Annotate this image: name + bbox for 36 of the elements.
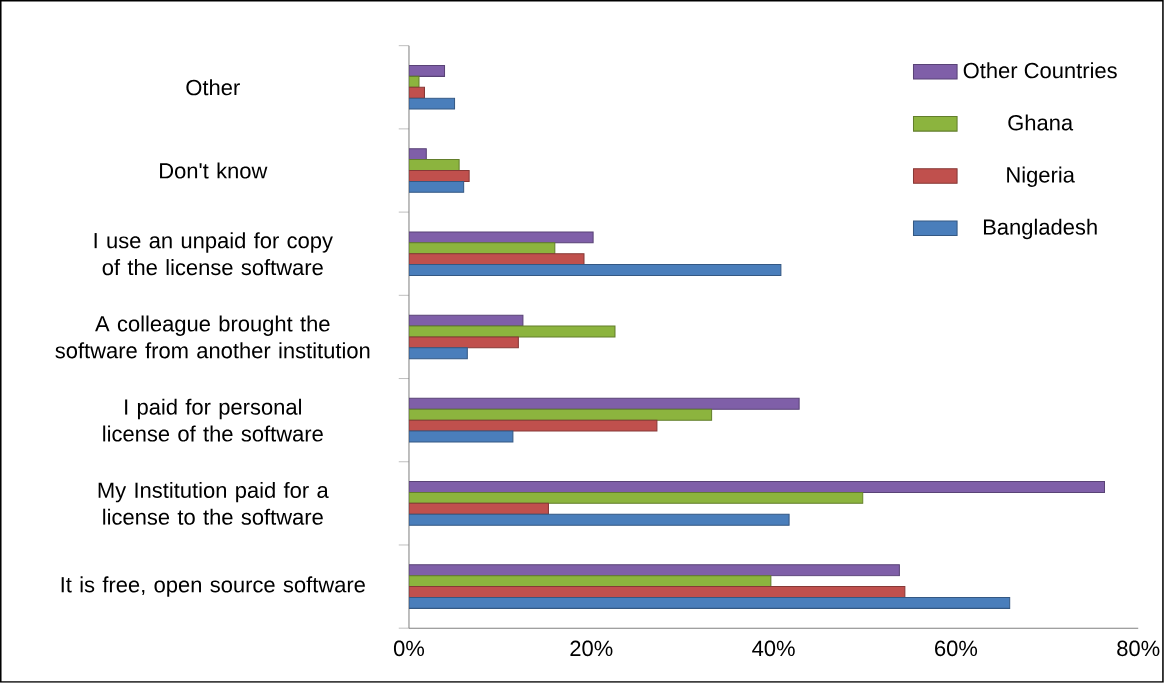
y-tick-label: I use an unpaid for copy of the license software: [94, 232, 333, 276]
bar: [408, 347, 468, 360]
bar: [408, 231, 594, 244]
x-tick-label: 20%: [570, 640, 613, 657]
bar: [408, 575, 772, 588]
bar: [408, 481, 1105, 494]
y-tick-label: It is free, open source software: [61, 576, 365, 597]
x-tick-label: 0%: [393, 640, 425, 657]
legend-label: Ghana: [1008, 114, 1074, 131]
x-tick-label: 80%: [1117, 640, 1160, 657]
bar: [408, 314, 524, 327]
bar: [408, 430, 514, 443]
x-tick-label: 40%: [752, 640, 795, 657]
bar: [408, 586, 906, 599]
x-tick-label: 60%: [935, 640, 978, 657]
legend-label: Bangladesh: [983, 218, 1097, 240]
bar: [408, 148, 427, 161]
y-tick-label: A colleague brought the software from another institution: [55, 315, 370, 359]
bar: [408, 181, 465, 193]
bar: [408, 97, 456, 110]
bar: [408, 597, 1011, 610]
bar: [408, 502, 549, 515]
bar: [408, 564, 900, 577]
bar: [408, 492, 864, 505]
y-tick-label: Don't know: [160, 162, 268, 179]
bar: [408, 253, 585, 266]
y-tick-label: I paid for personal license of the software: [103, 398, 323, 442]
bar: [408, 513, 790, 526]
y-tick-label: My Institution paid for a license to the software: [98, 482, 329, 525]
bar: [408, 264, 782, 277]
bar: [408, 242, 556, 255]
legend-label: Other Countries: [963, 62, 1117, 79]
y-tick-label: Other: [186, 79, 240, 96]
legend-label: Nigeria: [1007, 166, 1075, 188]
bar: [408, 397, 800, 410]
bar: [408, 65, 446, 78]
